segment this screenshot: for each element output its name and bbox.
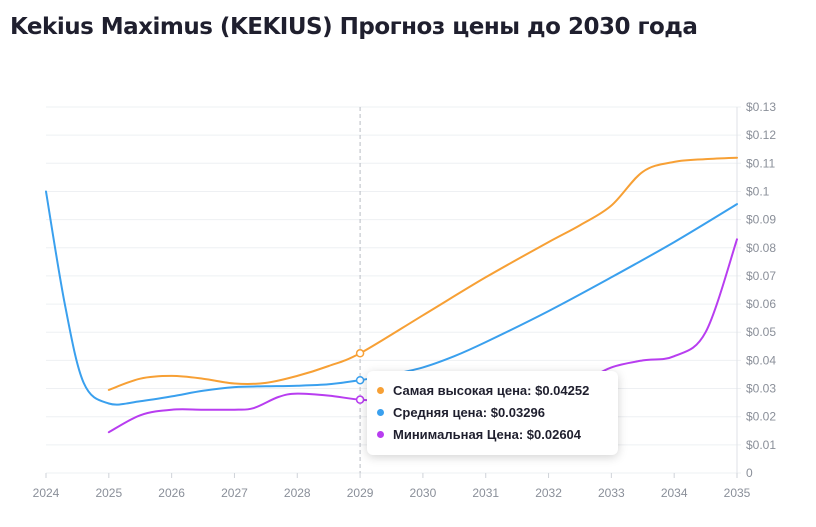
x-tick-label: 2029	[347, 486, 374, 500]
y-tick-label: $0.04	[746, 353, 776, 367]
tooltip-row-min: Минимальная Цена: $0.02604	[377, 423, 608, 445]
x-tick-label: 2035	[724, 486, 751, 500]
y-tick-label: $0.09	[746, 213, 776, 227]
x-tick-label: 2027	[221, 486, 248, 500]
tooltip-row-avg: Средняя цена: $0.03296	[377, 401, 608, 423]
x-tick-label: 2024	[33, 486, 60, 500]
y-tick-label: $0.05	[746, 325, 776, 339]
page-title: Kekius Maximus (KEKIUS) Прогноз цены до …	[10, 14, 698, 40]
y-tick-label: $0.1	[746, 184, 770, 198]
x-tick-label: 2031	[472, 486, 499, 500]
x-tick-label: 2030	[410, 486, 437, 500]
series-line-high[interactable]	[107, 156, 738, 391]
y-axis: 0 $0.01 $0.02 $0.03 $0.04 $0.05 $0.06 $0.07 $0.0…	[736, 100, 776, 480]
tooltip-dot-avg	[377, 408, 384, 416]
x-tick-label: 2032	[535, 486, 562, 500]
hover-markers	[355, 349, 365, 404]
marker-average	[355, 375, 365, 385]
tooltip: Самая высокая цена: $0.04252 Средняя цен…	[367, 371, 618, 455]
x-tick-label: 2033	[598, 486, 625, 500]
y-tick-label: $0.06	[746, 297, 776, 311]
y-tick-label: $0.03	[746, 382, 776, 396]
y-tick-label: $0.11	[746, 156, 775, 170]
x-tick-label: 2034	[661, 486, 688, 500]
tooltip-dot-min	[377, 430, 384, 438]
y-tick-label: 0	[746, 466, 753, 480]
tooltip-label-high: Самая высокая цена:	[393, 382, 532, 398]
x-tick-label: 2028	[284, 486, 311, 500]
y-tick-label: $0.07	[746, 269, 776, 283]
y-tick-label: $0.01	[746, 438, 776, 452]
tooltip-row-high: Самая высокая цена: $0.04252	[377, 379, 608, 401]
y-tick-label: $0.12	[746, 128, 776, 142]
x-axis: 2024 2025 2026 2027 2028 2029 2030 2031 2032 2033…	[33, 473, 751, 500]
marker-high	[355, 349, 365, 358]
y-tick-label: $0.02	[746, 410, 776, 424]
tooltip-value-high: $0.04252	[535, 382, 590, 398]
series-line-average[interactable]	[45, 190, 738, 406]
y-tick-label: $0.13	[746, 100, 776, 114]
tooltip-label-avg: Средняя цена:	[393, 404, 488, 420]
x-tick-label: 2026	[158, 486, 185, 500]
tooltip-label-min: Минимальная Цена:	[393, 426, 524, 442]
x-tick-label: 2025	[95, 486, 122, 500]
marker-min	[355, 395, 365, 404]
tooltip-value-min: $0.02604	[526, 426, 582, 442]
tooltip-dot-high	[377, 386, 384, 394]
y-tick-label: $0.08	[746, 241, 776, 255]
tooltip-value-avg: $0.03296	[490, 404, 545, 420]
